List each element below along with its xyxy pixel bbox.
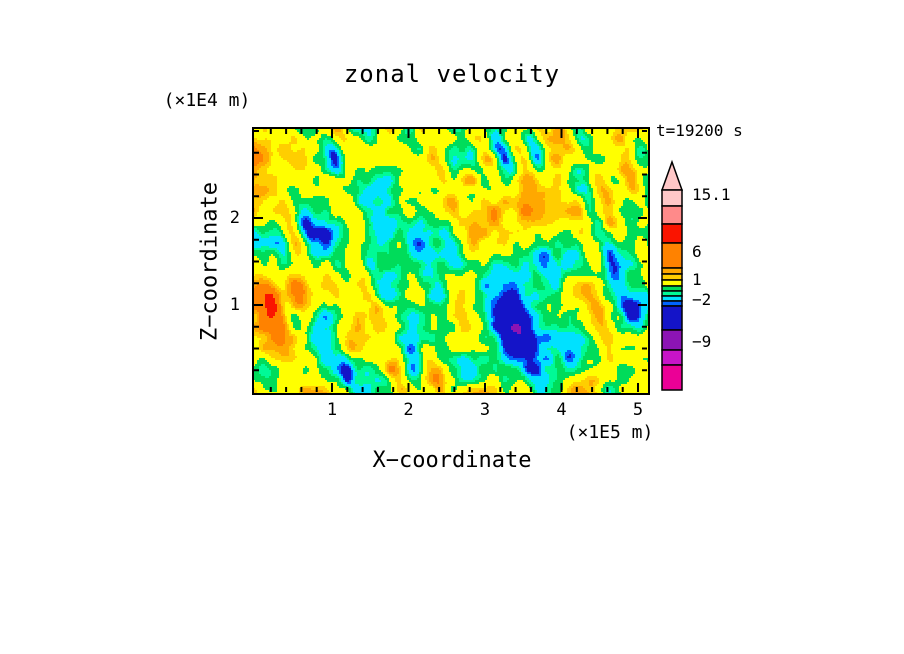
x-tick-label: 5 (632, 400, 644, 420)
colorbar-tick-label: 15.1 (692, 185, 731, 204)
colorbar-segment-amber (661, 267, 683, 275)
z-tick-label: 2 (229, 208, 240, 228)
colorbar-segment-purple (661, 329, 683, 351)
x-axis-label: X−coordinate (372, 448, 532, 473)
colorbar-segment-orange (661, 242, 683, 269)
colorbar-tick-label: 1 (692, 270, 702, 289)
x-tick-label: 3 (479, 400, 491, 420)
chart-title: zonal velocity (343, 60, 561, 88)
time-annotation: t=19200 s (656, 121, 743, 140)
colorbar-segment-light-pink (661, 189, 683, 207)
heatmap-field (253, 128, 649, 394)
x-tick-label: 4 (556, 400, 567, 420)
colorbar-tick-label: −9 (692, 332, 712, 351)
x-axis-unit-label: (×1E5 m) (566, 422, 654, 443)
colorbar-tick-label: 6 (692, 242, 702, 261)
z-axis-label: Z−coordinate (197, 182, 223, 341)
colorbar-segment-yellow (661, 279, 683, 287)
z-axis-unit-label: (×1E4 m) (163, 90, 251, 111)
colorbar-segment-salmon (661, 205, 683, 225)
z-tick-label: 1 (229, 295, 240, 315)
x-tick-label: 2 (403, 400, 414, 420)
colorbar-segment-violet (661, 349, 683, 366)
colorbar-segment-navy (661, 305, 683, 331)
colorbar-segment-magenta (661, 364, 683, 391)
x-tick-label: 1 (326, 400, 338, 420)
colorbar-tick-label: −2 (692, 290, 712, 309)
colorbar-segment-red (661, 223, 683, 244)
colorbar (660, 159, 684, 391)
colorbar-segment-gold (661, 273, 683, 281)
colorbar-overflow-arrow (660, 159, 684, 191)
